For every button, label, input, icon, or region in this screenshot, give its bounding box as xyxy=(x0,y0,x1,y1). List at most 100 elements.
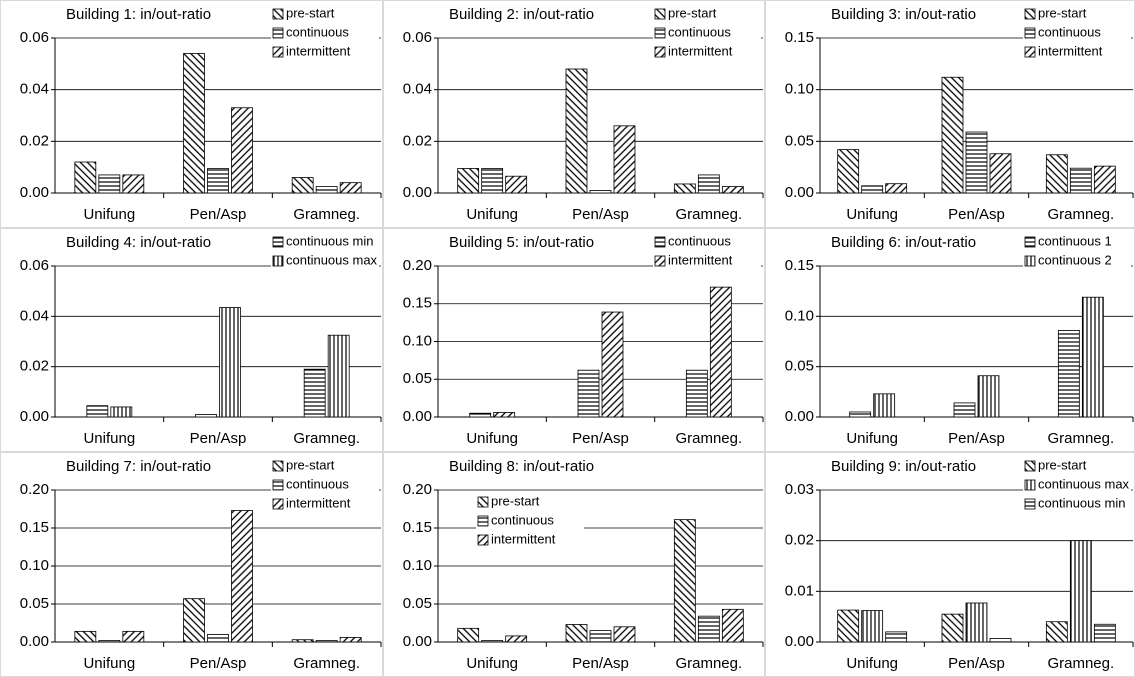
legend-swatch xyxy=(1024,498,1036,510)
bar xyxy=(673,519,696,643)
legend-bg xyxy=(653,234,761,251)
x-tick-label: Pen/Asp xyxy=(572,206,629,223)
bar xyxy=(74,630,97,643)
legend-swatch xyxy=(477,534,489,546)
x-tick-label: Gramneg. xyxy=(675,206,742,223)
legend-bg xyxy=(271,477,379,494)
chart-panel: 0.00 0.01 0.02 0.03 Unifung Pen/Asp Gramneg. Bu… xyxy=(765,452,1135,677)
legend-swatch xyxy=(272,8,284,20)
bar xyxy=(505,175,528,194)
bar xyxy=(1045,154,1068,194)
bar xyxy=(110,406,133,418)
bar xyxy=(601,311,624,418)
legend-swatch xyxy=(1024,46,1036,58)
bar xyxy=(469,412,492,418)
bar xyxy=(219,307,241,418)
legend-label: continuous xyxy=(668,24,731,39)
bar xyxy=(1093,623,1116,643)
chart-panel: 0.00 0.05 0.10 0.15 Unifung Pen/Asp Gramneg. Bu… xyxy=(765,228,1135,452)
bar xyxy=(1045,621,1068,643)
bar xyxy=(613,626,636,643)
bar xyxy=(1069,540,1092,643)
x-tick-label: Pen/Asp xyxy=(948,655,1005,672)
x-tick-label: Gramneg. xyxy=(293,206,360,223)
legend-swatch xyxy=(272,460,284,472)
y-tick-label: 0.06 xyxy=(20,257,49,274)
legend-label: continuous xyxy=(491,512,554,527)
y-tick-label: 0.20 xyxy=(20,481,49,498)
legend-swatch xyxy=(1024,8,1036,20)
bar xyxy=(86,405,109,418)
legend-swatch xyxy=(272,236,284,248)
bar xyxy=(685,369,708,418)
legend-swatch xyxy=(654,46,666,58)
x-tick-label: Gramneg. xyxy=(675,655,742,672)
y-tick-label: 0.00 xyxy=(785,633,814,650)
legend-bg xyxy=(653,25,761,42)
panel-border xyxy=(383,0,765,228)
legend-label: continuous min xyxy=(286,233,373,248)
y-tick-label: 0.06 xyxy=(20,29,49,46)
legend-swatch xyxy=(1024,236,1036,248)
legend-swatch xyxy=(654,8,666,20)
legend-label: intermittent xyxy=(286,43,351,58)
bar xyxy=(339,637,362,643)
chart-title: Building 3: in/out-ratio xyxy=(831,6,976,23)
title-bg xyxy=(62,4,252,26)
bar xyxy=(721,608,744,643)
bar xyxy=(98,640,121,643)
bar xyxy=(327,334,350,418)
bar xyxy=(303,368,326,418)
chart-title: Building 2: in/out-ratio xyxy=(449,6,594,23)
y-tick-label: 0.04 xyxy=(403,81,432,98)
bar xyxy=(481,168,504,194)
legend-swatch xyxy=(477,515,489,527)
bar xyxy=(565,624,588,643)
bar xyxy=(183,53,205,194)
y-tick-label: 0.05 xyxy=(403,370,432,387)
x-tick-label: Gramneg. xyxy=(293,430,360,447)
bar xyxy=(577,369,600,418)
bar xyxy=(1081,296,1104,418)
x-tick-label: Pen/Asp xyxy=(190,655,247,672)
legend-bg xyxy=(271,44,379,61)
legend-bg xyxy=(271,253,379,270)
legend-bg xyxy=(271,234,379,251)
bar xyxy=(885,631,908,643)
y-tick-label: 0.10 xyxy=(785,307,814,324)
legend-bg xyxy=(1023,496,1131,513)
legend-label: continuous xyxy=(286,476,349,491)
y-tick-label: 0.00 xyxy=(20,408,49,425)
bar xyxy=(315,186,338,194)
bar xyxy=(673,183,696,194)
legend-bg xyxy=(1023,253,1131,270)
panel-border xyxy=(0,0,383,228)
y-tick-label: 0.04 xyxy=(20,81,49,98)
legend-swatch xyxy=(654,27,666,39)
bar xyxy=(953,402,976,418)
legend-label: pre-start xyxy=(1038,457,1087,472)
bar xyxy=(965,602,988,643)
bar xyxy=(98,174,121,194)
legend-label: continuous max xyxy=(286,252,378,267)
legend-label: intermittent xyxy=(668,252,733,267)
y-tick-label: 0.15 xyxy=(785,29,814,46)
y-tick-label: 0.02 xyxy=(785,532,814,549)
x-tick-label: Gramneg. xyxy=(293,655,360,672)
title-bg xyxy=(62,456,252,478)
legend-label: intermittent xyxy=(1038,43,1103,58)
bar xyxy=(721,186,744,194)
x-tick-label: Unifung xyxy=(83,655,135,672)
chart-panel: 0.00 0.05 0.10 0.15 0.20 Unifung Pen/Asp Gramne… xyxy=(383,452,765,677)
bar xyxy=(195,414,217,418)
legend-swatch xyxy=(272,46,284,58)
y-tick-label: 0.20 xyxy=(403,481,432,498)
bar xyxy=(709,286,732,418)
chart-title: Building 7: in/out-ratio xyxy=(66,458,211,475)
y-tick-label: 0.01 xyxy=(785,582,814,599)
legend-swatch xyxy=(1024,27,1036,39)
y-tick-label: 0.02 xyxy=(20,358,49,375)
legend-label: intermittent xyxy=(668,43,733,58)
chart-title: Building 5: in/out-ratio xyxy=(449,234,594,251)
bar xyxy=(493,412,516,418)
